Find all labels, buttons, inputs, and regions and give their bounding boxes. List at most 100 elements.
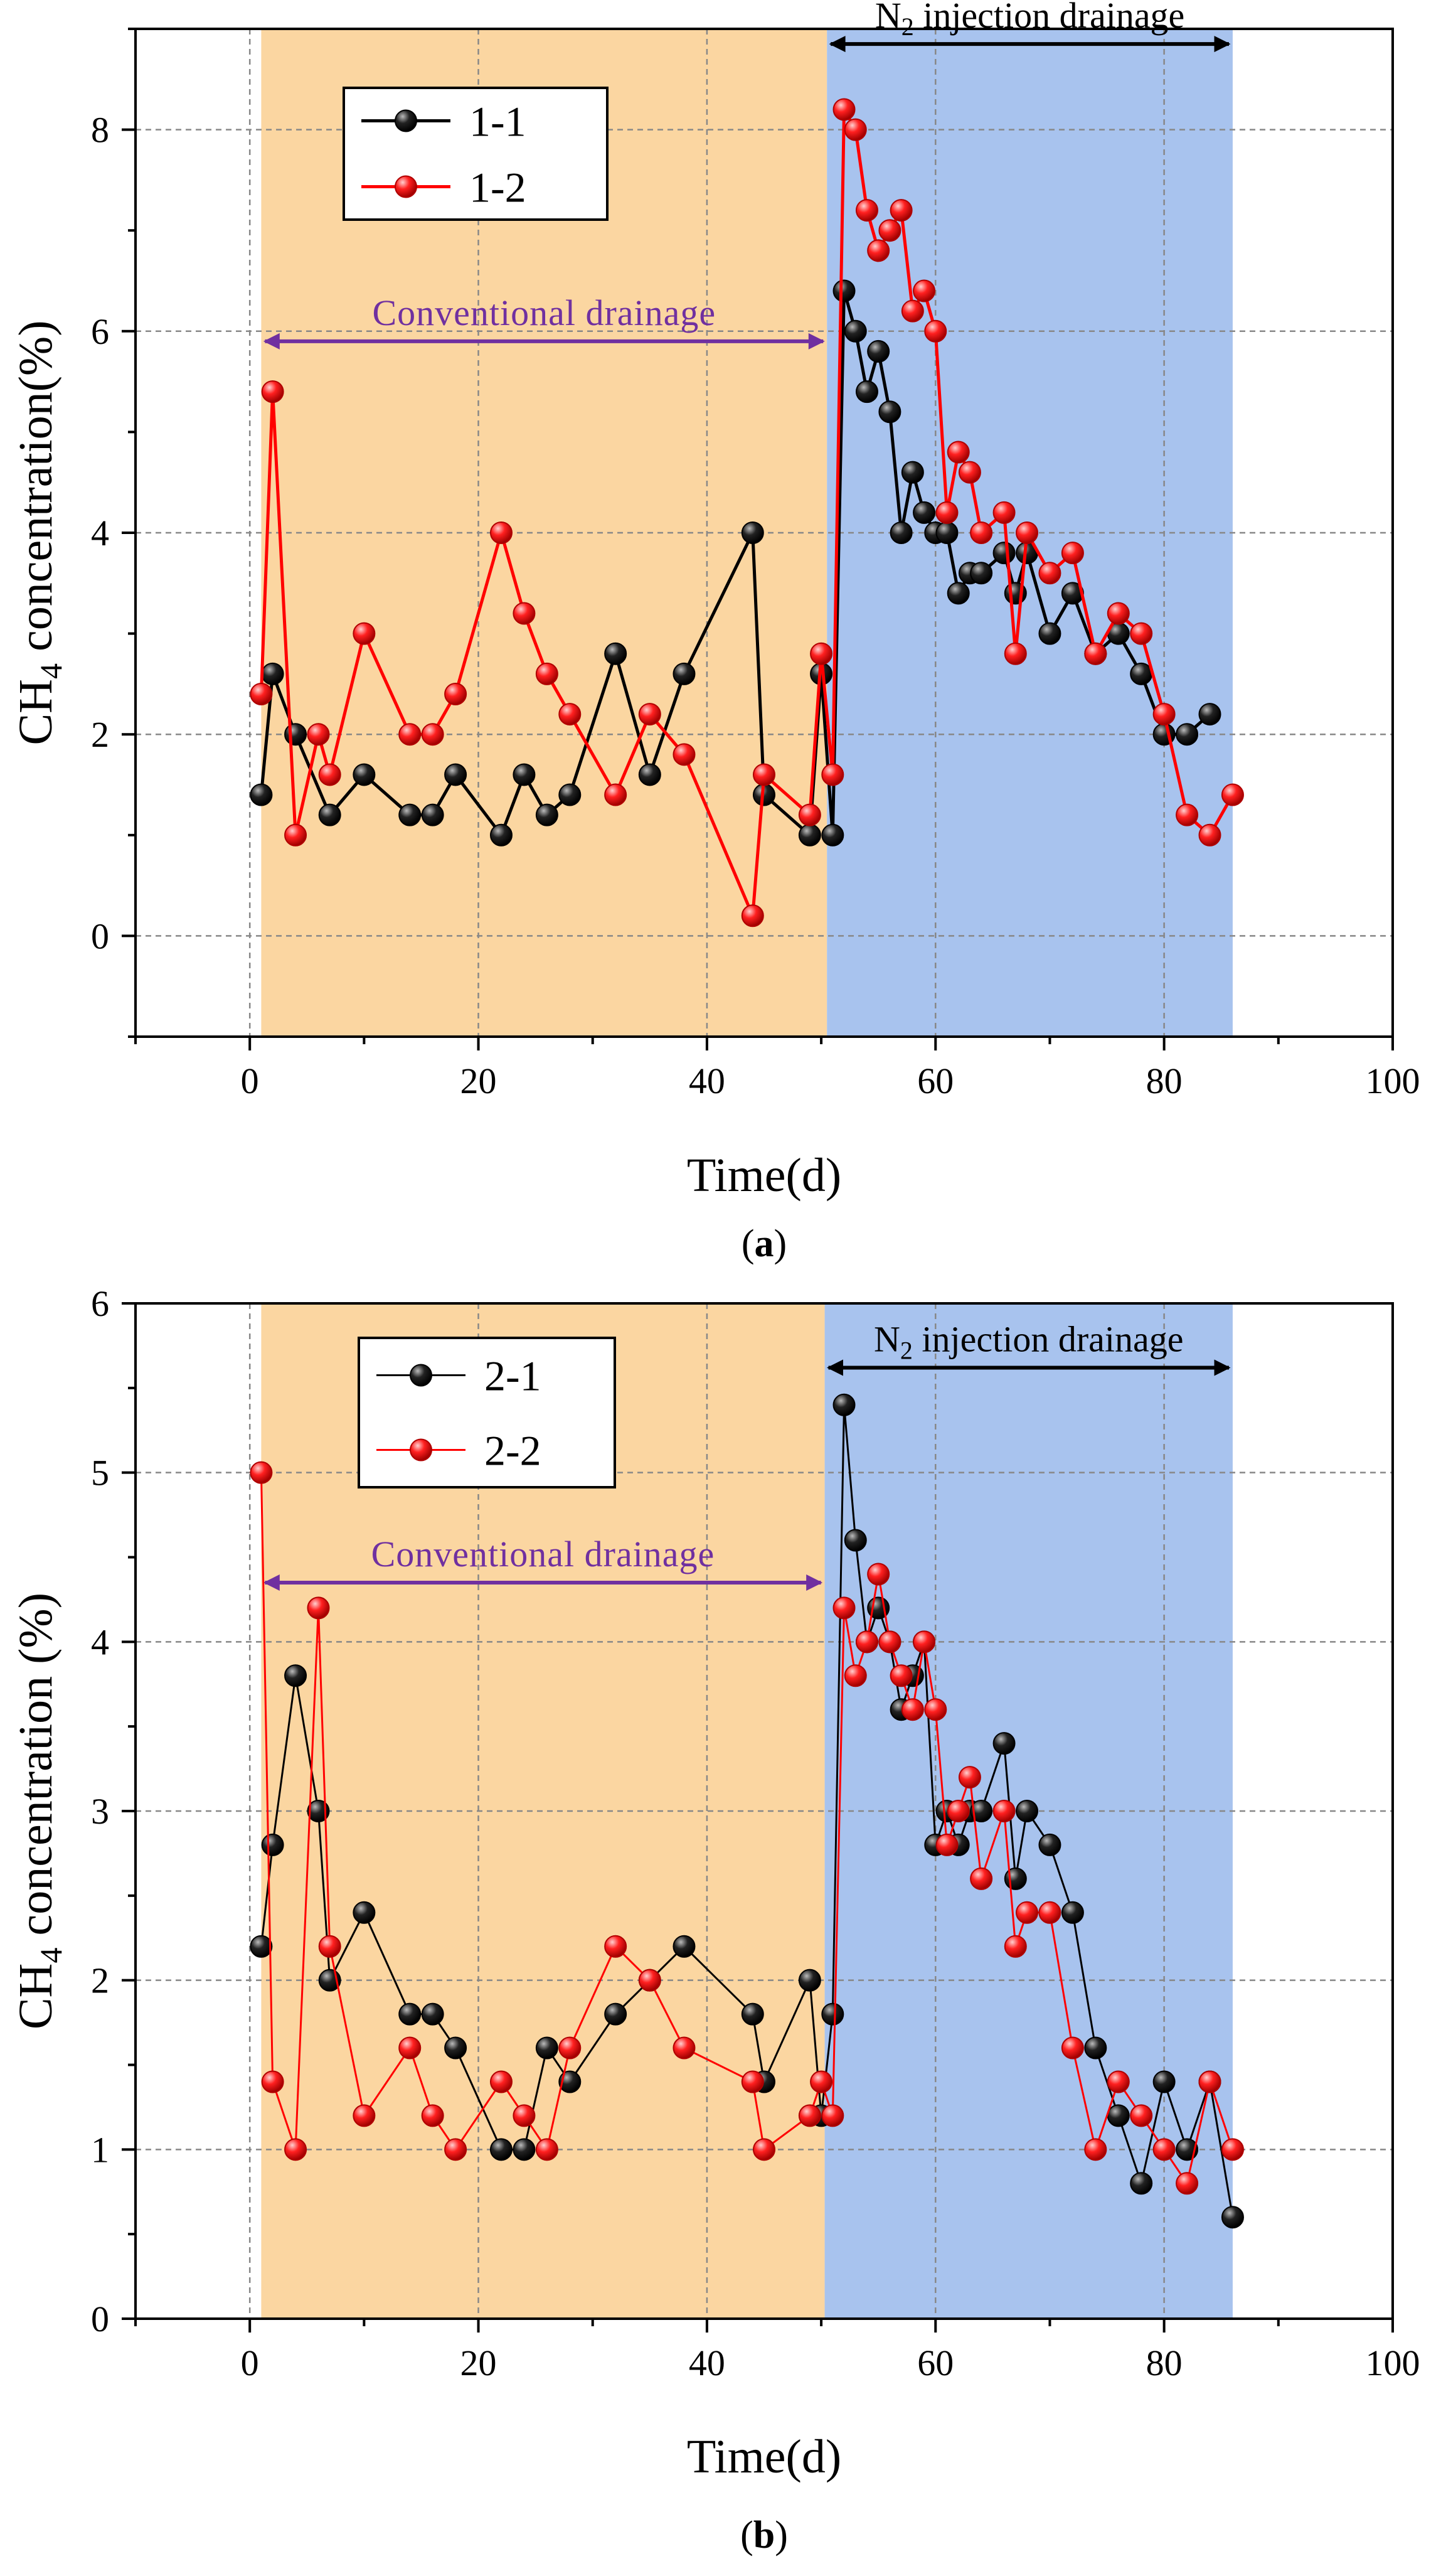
data-point: [798, 823, 821, 847]
data-point: [798, 803, 821, 826]
data-point: [1176, 2138, 1199, 2161]
data-point: [638, 1969, 661, 1992]
data-point: [1084, 642, 1107, 665]
data-point: [261, 380, 284, 404]
data-point: [1004, 642, 1027, 665]
data-point: [867, 339, 890, 363]
data-point: [878, 219, 901, 242]
data-point: [947, 582, 970, 605]
y-tick-label: 8: [91, 110, 109, 151]
y-axis-label: CH4 concentration(%): [9, 320, 68, 745]
data-point: [821, 2002, 844, 2026]
data-point: [673, 1935, 696, 1958]
data-point: [844, 1529, 867, 1552]
data-point: [489, 823, 513, 847]
data-point: [421, 723, 444, 746]
data-point: [992, 501, 1016, 524]
data-point: [353, 2104, 376, 2127]
data-point: [250, 682, 273, 705]
data-point: [444, 2138, 467, 2161]
data-point: [798, 2104, 821, 2127]
data-point: [1198, 823, 1221, 847]
data-point: [810, 2070, 833, 2093]
data-point: [513, 763, 536, 786]
data-point: [753, 763, 775, 786]
legend-box: [358, 1337, 616, 1488]
data-point: [947, 441, 970, 464]
data-point: [1176, 2172, 1199, 2195]
data-point: [855, 380, 878, 404]
data-point: [867, 239, 890, 262]
data-point: [489, 2138, 513, 2161]
x-tick-label: 0: [241, 2343, 259, 2383]
data-point: [398, 723, 422, 746]
data-point: [489, 521, 513, 544]
series-line-2-1: [260, 1404, 1234, 2218]
data-point: [398, 2036, 422, 2060]
series-line-2-2: [260, 1472, 1234, 2184]
data-point: [318, 803, 341, 826]
x-tick-label: 60: [917, 1061, 954, 1101]
data-point: [421, 2104, 444, 2127]
data-point: [318, 1935, 341, 1958]
x-tick-label: 100: [1366, 2343, 1420, 2383]
data-point: [1016, 521, 1039, 544]
data-point: [913, 1630, 936, 1654]
data-point: [810, 642, 833, 665]
x-axis-label: Time(d): [687, 1149, 841, 1202]
series-2-2: [250, 1461, 1244, 2195]
legend-label-1-1: 1-1: [469, 98, 526, 146]
data-point: [832, 1596, 856, 1620]
data-point: [638, 763, 661, 786]
data-point: [250, 783, 273, 806]
data-point: [1038, 622, 1061, 645]
data-point: [638, 703, 661, 726]
y-tick-label: 3: [91, 1791, 109, 1832]
data-point: [284, 723, 307, 746]
data-point: [935, 521, 959, 544]
data-point: [970, 521, 993, 544]
x-tick-label: 20: [460, 1061, 497, 1101]
data-point: [958, 1766, 981, 1789]
conventional-drainage-label: Conventional drainage: [371, 1534, 715, 1574]
data-point: [821, 823, 844, 847]
data-point: [970, 562, 993, 585]
data-point: [958, 461, 981, 484]
data-point: [1038, 562, 1061, 585]
data-point: [1107, 2104, 1130, 2127]
y-tick-label: 5: [91, 1453, 109, 1494]
data-point: [673, 2036, 696, 2060]
data-point: [604, 642, 627, 665]
data-point: [992, 1732, 1016, 1755]
data-point: [821, 763, 844, 786]
data-point: [1038, 1833, 1061, 1856]
n2-injection-drainage-label: N2 injection drainage: [874, 1318, 1184, 1364]
x-tick-label: 20: [460, 2343, 497, 2383]
data-point: [353, 1901, 376, 1924]
data-point: [284, 823, 307, 847]
data-point: [832, 1393, 856, 1416]
data-point: [558, 2070, 582, 2093]
data-point: [1130, 2104, 1153, 2127]
data-point: [1061, 542, 1084, 565]
data-point: [741, 521, 764, 544]
data-point: [913, 501, 936, 524]
data-point: [935, 1833, 959, 1856]
data-point: [535, 2138, 558, 2161]
data-point: [398, 803, 422, 826]
data-point: [513, 602, 536, 625]
data-point: [844, 118, 867, 141]
data-point: [832, 279, 856, 302]
legend-box: [343, 87, 609, 221]
legend-marker-2-1: [410, 1364, 432, 1387]
data-point: [1130, 662, 1153, 685]
data-point: [1152, 2070, 1176, 2093]
x-axis-label: Time(d): [687, 2430, 841, 2483]
data-point: [307, 1800, 330, 1822]
data-point: [261, 2070, 284, 2093]
data-point: [855, 199, 878, 222]
data-point: [250, 1461, 273, 1484]
data-point: [741, 2002, 764, 2026]
data-point: [1152, 703, 1176, 726]
data-point: [867, 1563, 890, 1586]
